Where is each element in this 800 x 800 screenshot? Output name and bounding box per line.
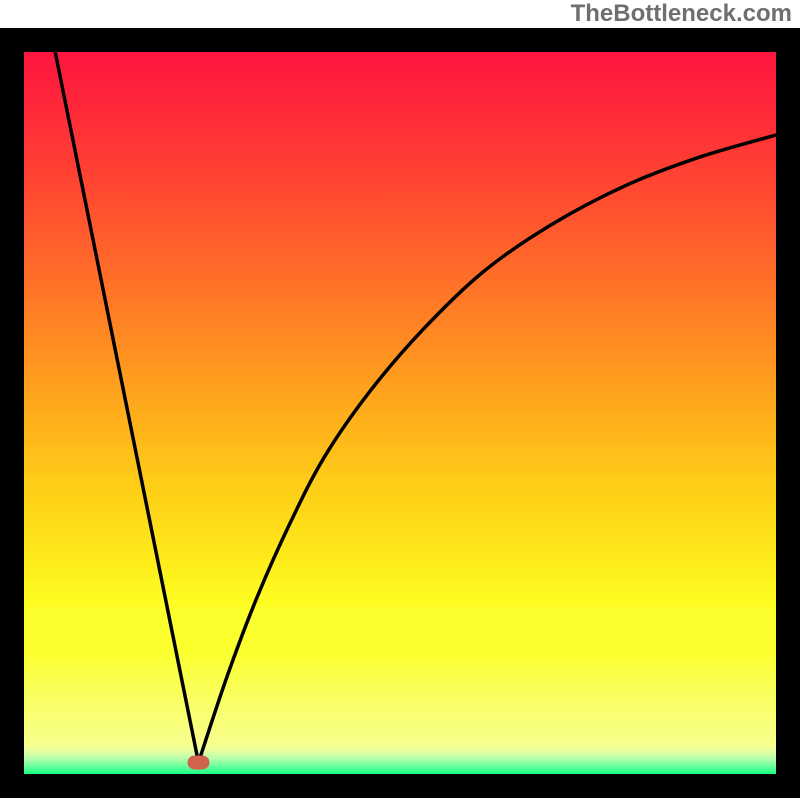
v-curve (55, 52, 776, 762)
chart-container: TheBottleneck.com (0, 0, 800, 800)
vertex-marker (187, 755, 209, 769)
plot-area (24, 52, 776, 774)
curve-layer (24, 52, 776, 774)
watermark-text: TheBottleneck.com (571, 0, 792, 28)
